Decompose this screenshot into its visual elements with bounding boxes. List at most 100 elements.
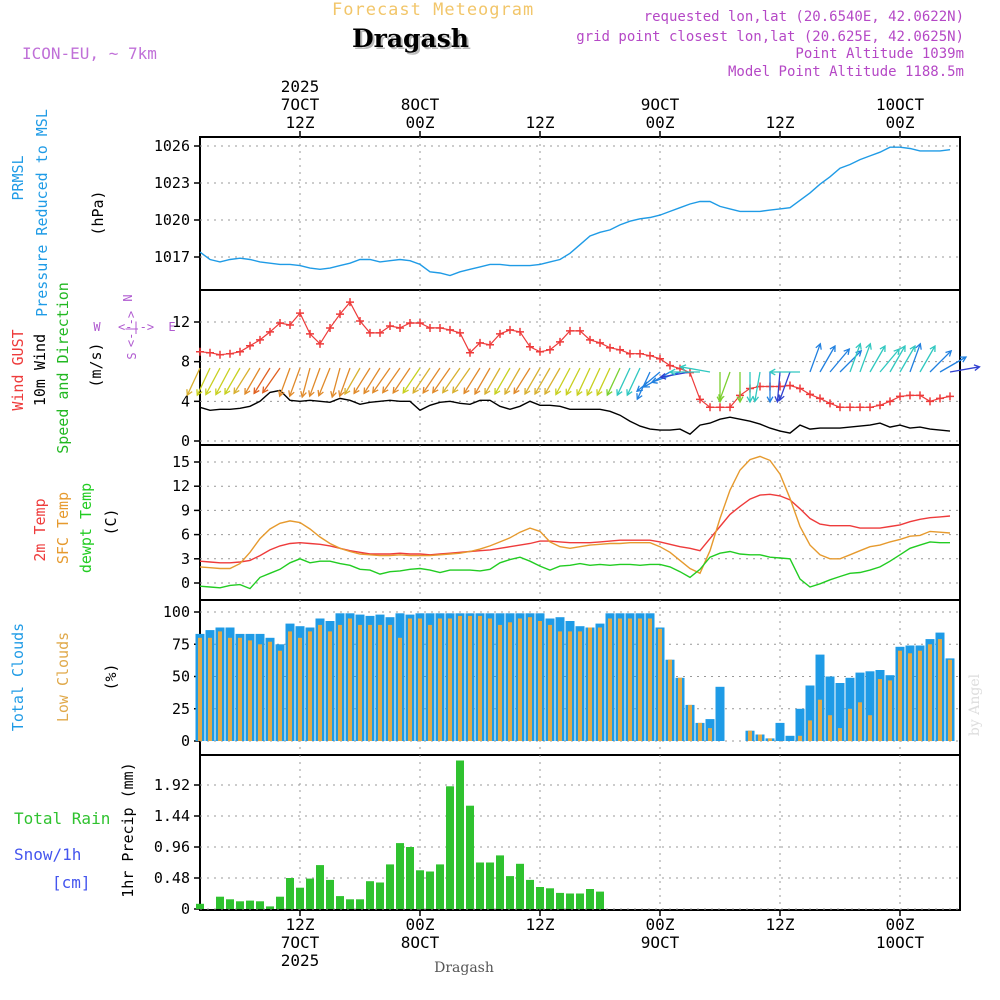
gust-marker bbox=[556, 337, 564, 346]
wind-flag-shaft bbox=[596, 367, 611, 396]
wind-flag-shaft bbox=[606, 367, 621, 396]
wind-direction-flag bbox=[829, 347, 851, 373]
gust-marker bbox=[226, 349, 234, 358]
wind-flag-shaft bbox=[463, 367, 481, 394]
wind-flag-head bbox=[534, 387, 541, 396]
wind-flag-shaft bbox=[779, 371, 791, 401]
wind-flag-head bbox=[855, 342, 862, 350]
label-prmsl: PRMSL bbox=[9, 155, 27, 200]
label-snow-unit: [cm] bbox=[52, 873, 91, 892]
low-cloud-bar bbox=[558, 631, 562, 741]
label-clouds-unit: (%) bbox=[102, 663, 120, 690]
gust-marker bbox=[406, 318, 414, 327]
rain-bar bbox=[556, 892, 564, 909]
wind-direction-flag bbox=[524, 367, 541, 396]
total-cloud-bar bbox=[865, 671, 875, 741]
grid-point-coords: grid point closest lon,lat (20.625E, 42.… bbox=[576, 29, 964, 45]
wind-flag-shaft bbox=[839, 350, 862, 373]
wind-flag-shaft bbox=[363, 367, 381, 394]
wind-direction-flag bbox=[513, 367, 531, 395]
gust-marker bbox=[866, 403, 874, 412]
rain-bar bbox=[306, 878, 314, 909]
time-label-bottom: 12Z bbox=[286, 915, 315, 934]
rain-bar bbox=[396, 843, 404, 909]
gust-marker bbox=[646, 351, 654, 360]
rain-bar bbox=[516, 863, 524, 909]
gust-marker bbox=[826, 399, 834, 408]
wind-direction-flag bbox=[363, 367, 381, 395]
wind-flag-head bbox=[513, 387, 520, 395]
low-cloud-bar bbox=[258, 644, 262, 742]
rain-bar bbox=[296, 887, 304, 909]
wind-direction-flag bbox=[392, 367, 411, 395]
panel-temperature: 0 3 6 9 12 15 bbox=[172, 444, 961, 601]
wind-direction-flag bbox=[869, 344, 886, 373]
low-cloud-bar bbox=[298, 637, 302, 741]
wind-flag-head bbox=[338, 390, 345, 398]
credit-watermark: by Angel bbox=[967, 673, 983, 736]
y-tick-label: 1026 bbox=[154, 137, 190, 155]
total-cloud-bar bbox=[785, 735, 795, 741]
gust-marker bbox=[476, 338, 484, 347]
gust-marker bbox=[566, 326, 574, 335]
time-label-top: 10OCT bbox=[876, 95, 925, 114]
wind-flag-head bbox=[668, 368, 676, 376]
low-cloud-bar bbox=[708, 728, 712, 741]
wind-direction-flag bbox=[616, 367, 631, 397]
low-cloud-bar bbox=[838, 728, 842, 741]
wind-flag-head bbox=[596, 389, 603, 397]
wind-direction-flag bbox=[338, 367, 351, 398]
wind-flag-head bbox=[382, 386, 389, 394]
wind-flag-head bbox=[778, 394, 785, 402]
low-cloud-bar bbox=[798, 735, 802, 741]
wind-flag-shaft bbox=[372, 367, 391, 393]
wind-flag-head bbox=[746, 396, 754, 404]
wind-flag-shaft bbox=[576, 367, 591, 396]
wind-direction-flag bbox=[919, 344, 936, 373]
wind-flag-head bbox=[829, 344, 836, 353]
low-cloud-bar bbox=[828, 715, 832, 741]
wind-direction-flag bbox=[650, 371, 681, 384]
wind-direction-flag bbox=[718, 371, 731, 402]
low-cloud-bar bbox=[508, 622, 512, 741]
wind-direction-flag bbox=[555, 367, 571, 396]
y-tick-label: 4 bbox=[181, 392, 190, 410]
footer-station: Dragash bbox=[434, 960, 494, 976]
y-tick-label: 0.96 bbox=[154, 838, 190, 856]
rain-bar bbox=[446, 786, 454, 909]
y-tick-label: 12 bbox=[172, 313, 190, 331]
wind-flag-shaft bbox=[616, 367, 631, 396]
low-cloud-bar bbox=[398, 637, 402, 741]
gust-marker bbox=[236, 347, 244, 356]
panel-frame bbox=[199, 136, 961, 291]
rain-bar bbox=[226, 899, 234, 909]
wind-flag-shaft bbox=[309, 367, 321, 397]
low-cloud-bar bbox=[438, 618, 442, 741]
gust-marker bbox=[366, 328, 374, 337]
wind-flag-shaft bbox=[680, 366, 711, 373]
low-cloud-bar bbox=[308, 631, 312, 741]
label-snow: Snow/1h bbox=[14, 845, 81, 864]
gust-marker bbox=[276, 318, 284, 327]
low-cloud-bar bbox=[478, 615, 482, 741]
gust-marker bbox=[536, 347, 544, 356]
label-wind-gust: Wind GUST bbox=[9, 329, 27, 410]
wind-flag-head bbox=[344, 387, 351, 396]
y-tick-label: 6 bbox=[181, 526, 190, 544]
wind-flag-head bbox=[317, 389, 324, 398]
low-cloud-bar bbox=[768, 738, 772, 741]
wind-flag-head bbox=[494, 387, 501, 396]
wind-direction-flag bbox=[626, 367, 641, 397]
wind-flag-shaft bbox=[776, 371, 781, 402]
wind-flag-head bbox=[353, 387, 360, 395]
compass-n: N bbox=[121, 294, 135, 301]
gust-marker bbox=[486, 340, 494, 349]
rain-bar bbox=[536, 887, 544, 909]
wind-flag-shaft bbox=[224, 367, 241, 395]
wind-flag-head bbox=[224, 387, 231, 396]
time-label-top: 8OCT bbox=[401, 95, 440, 114]
low-cloud-bar bbox=[848, 708, 852, 742]
wind-direction-flag bbox=[576, 367, 591, 397]
low-cloud-bar bbox=[428, 624, 432, 741]
wind-flag-head bbox=[606, 389, 613, 397]
